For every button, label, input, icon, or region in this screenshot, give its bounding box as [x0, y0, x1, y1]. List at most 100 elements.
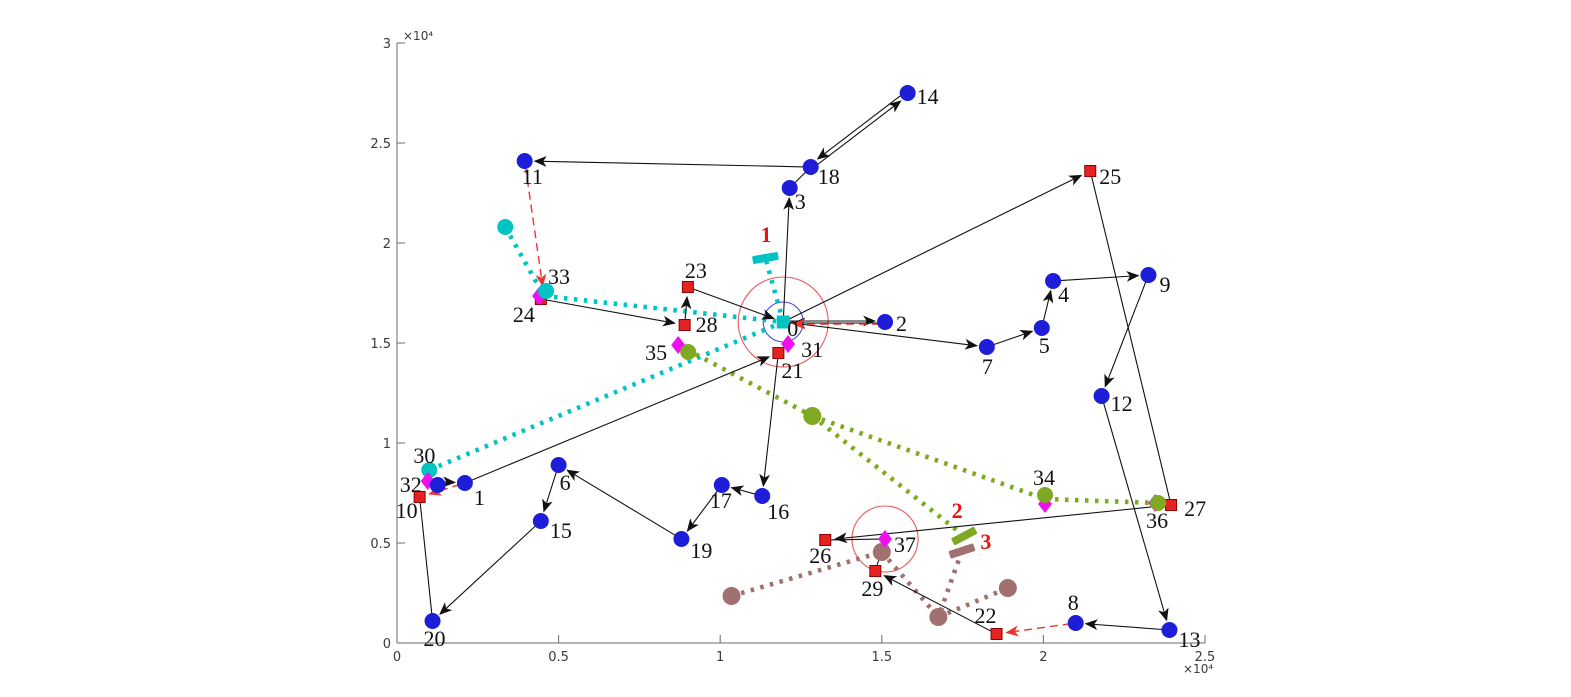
node-marker-20-bc [424, 613, 441, 629]
node-6 [550, 457, 567, 473]
node-label-19: 19 [690, 538, 712, 563]
node-label-33: 33 [548, 264, 570, 289]
y-tick-label: 2 [383, 237, 391, 252]
node-marker-26-rs [819, 534, 832, 546]
node-marker-33-cc [538, 283, 555, 299]
node-label-26: 26 [809, 543, 831, 568]
node-labels: 0123456789101112131415161718192021222324… [396, 84, 1206, 652]
node-marker-17-bc [713, 477, 730, 493]
node-35 [671, 336, 697, 360]
node-marker-13-bc [1161, 622, 1178, 638]
node-1 [456, 475, 473, 491]
node-3 [781, 180, 798, 196]
node-label-15: 15 [550, 518, 572, 543]
node-marker-6-bc [550, 457, 567, 473]
node-19 [673, 531, 690, 547]
y-tick-label: 3 [383, 37, 391, 52]
truck-edge-24-28 [545, 299, 676, 327]
node-7 [978, 339, 995, 355]
range-ring [851, 505, 919, 573]
node-29 [869, 565, 882, 577]
node-label-22: 22 [975, 603, 997, 628]
truck-edge-21-16 [759, 357, 779, 488]
node-label-3: 3 [795, 189, 806, 214]
node-11 [516, 153, 533, 169]
node-label-29: 29 [861, 576, 883, 601]
node-label-32: 32 [400, 472, 422, 497]
node-22 [990, 628, 1003, 640]
truck-edge-25-27 [1090, 175, 1171, 503]
drone-1-path [503, 225, 547, 298]
y-tick-label: 2.5 [370, 137, 391, 152]
node-marker-32-bc [429, 477, 446, 493]
node-20 [424, 613, 441, 629]
node-label-9: 9 [1159, 272, 1170, 297]
node-label-11: 11 [522, 164, 543, 189]
truck-edge-15-20 [439, 523, 538, 615]
node-label-24: 24 [513, 302, 535, 327]
node-label-20: 20 [424, 626, 446, 651]
drone-number-label-2: 2 [952, 498, 963, 523]
node-marker-16-bc [754, 488, 771, 504]
node-label-30: 30 [413, 443, 435, 468]
node-label-18: 18 [818, 164, 840, 189]
drone-1-path [763, 257, 786, 323]
drone-waypoint-F [872, 543, 891, 561]
node-36 [1148, 494, 1167, 512]
truck-edge-17-19 [686, 488, 720, 532]
node-marker-2-bc [877, 314, 894, 330]
truck-edge-16-17 [730, 485, 758, 496]
node-13 [1161, 622, 1178, 638]
node-label-5: 5 [1039, 333, 1050, 358]
truck-edge-23-0 [692, 288, 775, 320]
truck-edge-0-25 [787, 174, 1083, 321]
y-axis-exponent: ×10⁴ [403, 29, 433, 43]
x-tick-label: 2 [1039, 650, 1047, 665]
rendezvous-edge-1-10 [428, 483, 461, 496]
node-marker-22-rs [990, 628, 1003, 640]
node-marker-30-cc [421, 462, 438, 478]
node-2 [877, 314, 894, 330]
drone-waypoint-B [803, 407, 822, 425]
node-marker-12-bc [1093, 388, 1110, 404]
truck-edge-9-12 [1104, 279, 1148, 388]
node-label-10: 10 [396, 498, 418, 523]
node-label-1: 1 [474, 485, 485, 510]
axes: 0 0.5 1 1.5 2 2.5 0 0.5 1 1.5 2 2.5 3 ×10⁴ ×10⁴ [370, 29, 1215, 676]
node-25 [1084, 165, 1097, 177]
y-tick-label: 0 [383, 637, 391, 652]
node-5 [1033, 320, 1050, 336]
rendezvous-edge-11-33 [524, 165, 547, 288]
drone-waypoint-A [497, 219, 514, 235]
node-label-14: 14 [917, 84, 939, 109]
node-label-6: 6 [560, 470, 571, 495]
node-label-36: 36 [1146, 508, 1168, 533]
truck-edge-18-11 [533, 156, 806, 168]
x-axis-exponent: ×10⁴ [1183, 662, 1213, 676]
node-marker-0-cs [776, 315, 790, 329]
node-marker-3-bc [781, 180, 798, 196]
node-marker-21-rs [772, 347, 785, 359]
node-marker-4-bc [1045, 273, 1062, 289]
drone-number-label-3: 3 [980, 529, 991, 554]
drone-1-path [428, 319, 785, 473]
node-marker-19-bc [673, 531, 690, 547]
x-tick-label: 1 [716, 650, 724, 665]
node-8 [1067, 615, 1084, 631]
node-21 [772, 347, 785, 359]
x-tick-label: 2.5 [1195, 650, 1216, 665]
node-label-17: 17 [710, 488, 732, 513]
node-18 [802, 159, 819, 175]
node-marker-18-bc [802, 159, 819, 175]
truck-edge-13-8 [1084, 619, 1165, 631]
node-label-28: 28 [696, 312, 718, 337]
truck-edge-19-6 [566, 469, 678, 537]
x-tick-label: 1.5 [871, 650, 892, 665]
node-label-12: 12 [1111, 391, 1133, 416]
node-label-25: 25 [1099, 164, 1121, 189]
node-16 [754, 488, 771, 504]
drone-waypoint-C [722, 587, 741, 605]
node-marker-1-bc [456, 475, 473, 491]
node-label-37: 37 [894, 532, 916, 557]
